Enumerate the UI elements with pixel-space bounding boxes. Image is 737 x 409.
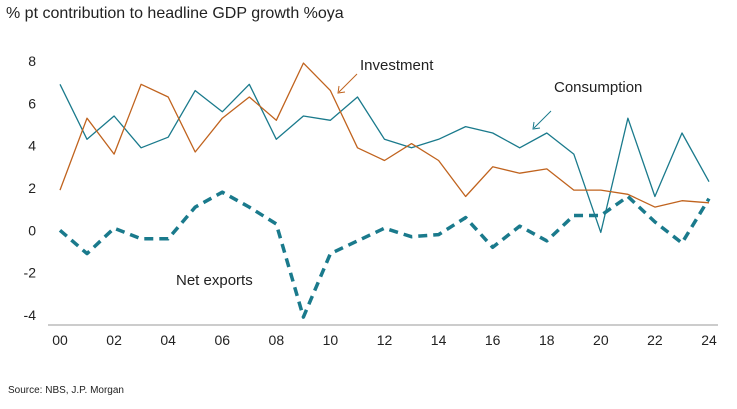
y-tick-labels: 8 6 4 2 0 -2 -4 xyxy=(24,53,37,323)
investment-arrow xyxy=(338,73,358,93)
y-tick-label: 4 xyxy=(28,138,36,154)
x-tick-label: 12 xyxy=(377,332,393,348)
x-tick-labels: 00 02 04 06 08 10 12 14 16 18 20 22 24 xyxy=(52,332,717,348)
y-tick-label: 8 xyxy=(28,53,36,69)
y-tick-label: 6 xyxy=(28,95,36,111)
consumption-arrowhead xyxy=(532,121,541,130)
series-lines xyxy=(58,62,711,319)
chart-title: % pt contribution to headline GDP growth… xyxy=(6,5,344,22)
consumption-line xyxy=(59,83,710,234)
net-exports-label: Net exports xyxy=(176,272,253,289)
net-exports-line xyxy=(58,190,711,319)
y-tick-label: -4 xyxy=(24,307,37,323)
y-tick-label: -2 xyxy=(24,265,37,281)
x-tick-label: 06 xyxy=(214,332,230,348)
source-note: Source: NBS, J.P. Morgan xyxy=(8,385,124,396)
y-tick-label: 2 xyxy=(28,180,36,196)
investment-arrowhead xyxy=(337,85,346,94)
x-tick-label: 04 xyxy=(160,332,176,348)
x-tick-label: 22 xyxy=(647,332,663,348)
x-tick-label: 18 xyxy=(539,332,555,348)
investment-label: Investment xyxy=(360,57,434,74)
annotations: Investment Consumption Net exports xyxy=(176,57,642,289)
x-tick-label: 10 xyxy=(323,332,339,348)
x-tick-label: 00 xyxy=(52,332,68,348)
x-tick-label: 20 xyxy=(593,332,609,348)
y-tick-label: 0 xyxy=(28,222,36,238)
consumption-arrow xyxy=(533,110,552,129)
x-tick-label: 24 xyxy=(701,332,717,348)
investment-line xyxy=(59,62,710,208)
x-tick-label: 08 xyxy=(269,332,285,348)
x-tick-label: 16 xyxy=(485,332,501,348)
x-tick-label: 02 xyxy=(106,332,122,348)
consumption-label: Consumption xyxy=(554,79,642,96)
x-tick-label: 14 xyxy=(431,332,447,348)
